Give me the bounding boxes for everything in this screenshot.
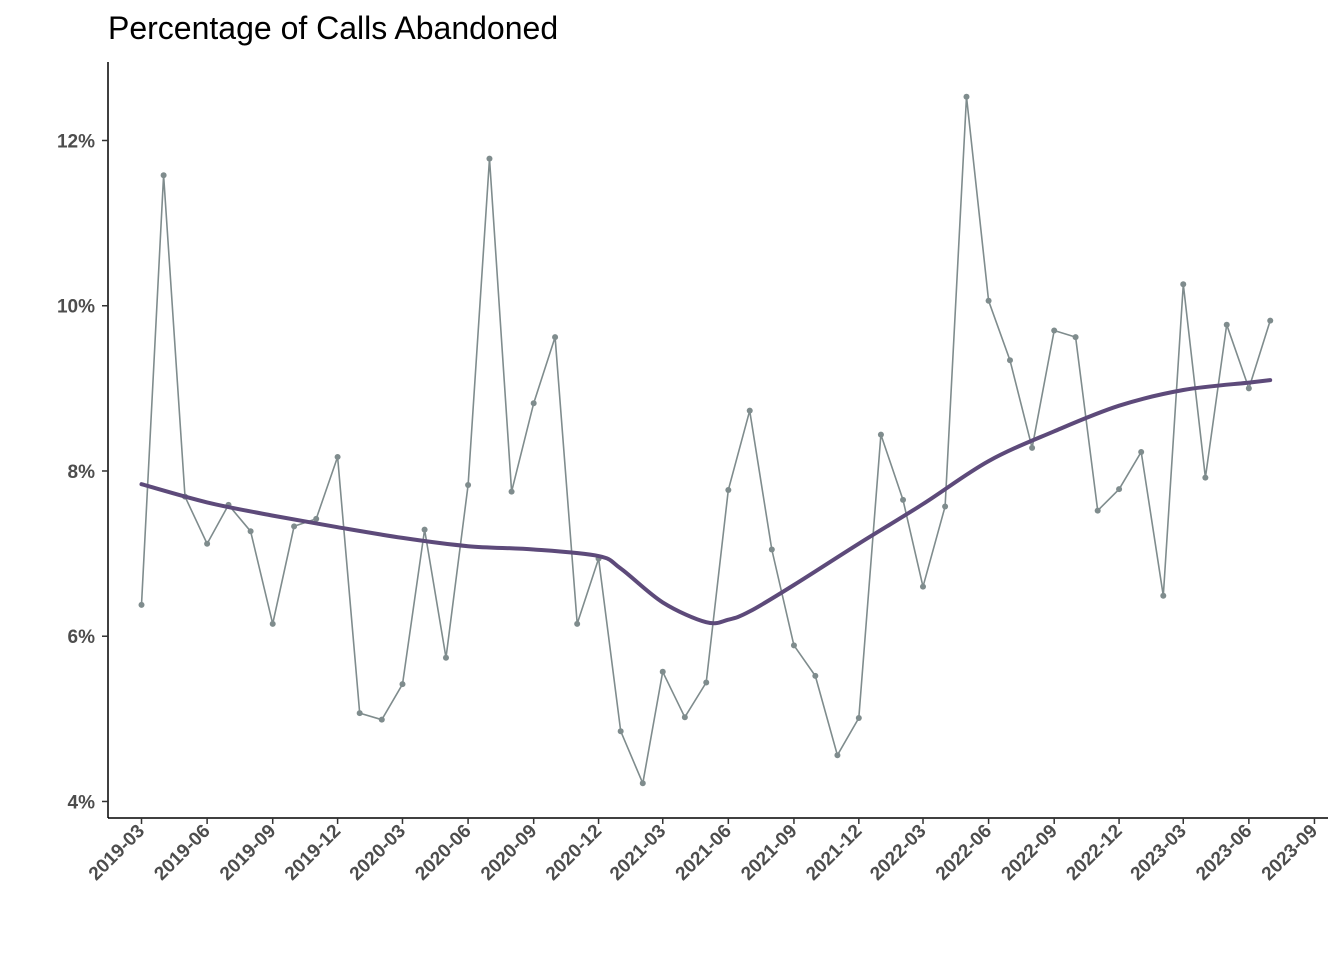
data-point <box>1094 507 1101 514</box>
data-point <box>138 601 145 608</box>
data-point <box>247 528 254 535</box>
y-tick-label: 8% <box>68 462 96 483</box>
data-point <box>617 728 624 735</box>
data-point <box>486 155 493 162</box>
x-tick-label: 2020-09 <box>477 821 541 885</box>
data-point <box>1267 317 1274 324</box>
smoothed-trend-line <box>139 378 1273 626</box>
y-tick-label: 12% <box>57 131 95 152</box>
data-point <box>442 654 449 661</box>
data-point <box>1223 321 1230 328</box>
data-point <box>1202 474 1209 481</box>
data-point <box>659 668 666 675</box>
x-tick-label: 2020-12 <box>542 821 606 885</box>
axes: 4% 6% 8% 10% 12% 2019-03 2019-06 2019-09 2019-12… <box>57 62 1328 885</box>
data-point <box>985 297 992 304</box>
data-point <box>1029 444 1036 451</box>
y-tick-label: 10% <box>57 297 95 318</box>
data-point <box>334 453 341 460</box>
x-tick-label: 2021-06 <box>672 821 736 885</box>
x-tick-label: 2023-03 <box>1127 821 1191 885</box>
x-tick-label: 2023-06 <box>1192 821 1256 885</box>
data-point <box>919 583 926 590</box>
data-point <box>530 400 537 407</box>
data-point <box>900 496 907 503</box>
data-point <box>313 515 320 522</box>
data-point <box>1180 281 1187 288</box>
series-layer <box>138 93 1274 787</box>
data-point <box>746 407 753 414</box>
data-point <box>291 523 298 530</box>
data-point <box>1072 334 1079 341</box>
x-tick-label: 2019-06 <box>150 821 214 885</box>
x-tick-label: 2021-12 <box>802 821 866 885</box>
data-point <box>1116 486 1123 493</box>
x-tick-label: 2020-06 <box>411 821 475 885</box>
data-point <box>855 715 862 722</box>
data-point <box>1245 385 1252 392</box>
x-tick-label: 2022-09 <box>998 821 1062 885</box>
x-tick-label: 2019-09 <box>216 821 280 885</box>
x-tick-label: 2020-03 <box>346 821 410 885</box>
data-point <box>942 503 949 510</box>
data-point <box>421 526 428 533</box>
data-point <box>1138 448 1145 455</box>
x-tick-label: 2022-03 <box>866 821 930 885</box>
data-point <box>465 482 472 489</box>
data-point <box>269 620 276 627</box>
data-point <box>204 540 211 547</box>
x-tick-label: 2019-12 <box>281 821 345 885</box>
data-point <box>508 488 515 495</box>
data-point <box>834 752 841 759</box>
x-tick-label: 2021-09 <box>737 821 801 885</box>
data-point <box>963 93 970 100</box>
data-point <box>877 431 884 438</box>
data-point <box>1006 357 1013 364</box>
data-point <box>378 716 385 723</box>
x-tick-label: 2019-03 <box>85 821 149 885</box>
data-point <box>552 334 559 341</box>
x-tick-label: 2021-03 <box>606 821 670 885</box>
data-point <box>681 714 688 721</box>
data-point <box>768 546 775 553</box>
data-point <box>790 642 797 649</box>
data-point <box>1051 327 1058 334</box>
chart-title: Percentage of Calls Abandoned <box>108 10 559 46</box>
data-point <box>639 780 646 787</box>
data-point <box>725 486 732 493</box>
data-point <box>399 681 406 688</box>
x-tick-label: 2022-12 <box>1062 821 1126 885</box>
y-tick-label: 6% <box>68 627 96 648</box>
data-point <box>703 679 710 686</box>
data-point <box>160 172 167 179</box>
x-tick-label: 2023-09 <box>1258 821 1322 885</box>
data-point <box>812 672 819 679</box>
y-tick-label: 4% <box>68 792 96 813</box>
x-tick-label: 2022-06 <box>932 821 996 885</box>
data-point <box>1160 592 1167 599</box>
data-point <box>356 710 363 717</box>
data-point <box>574 620 581 627</box>
